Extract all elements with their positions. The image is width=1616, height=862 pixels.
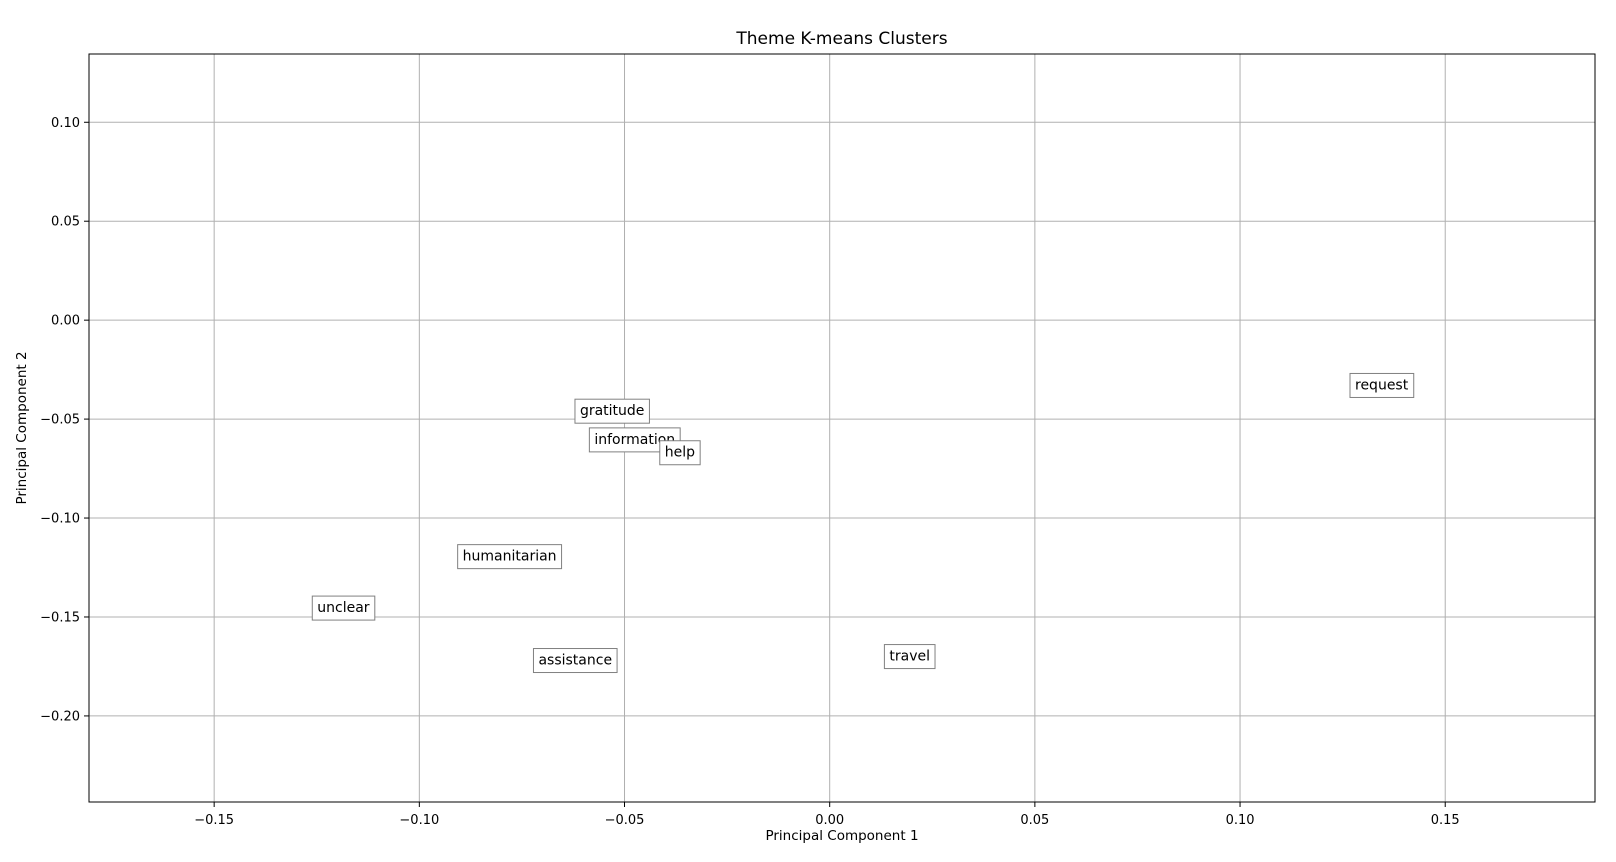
y-tick-label: −0.05 [40,413,80,428]
x-tick-label: −0.10 [399,813,439,828]
x-tick-label: −0.05 [605,813,645,828]
point-unclear: unclear [311,595,376,621]
point-label-box [659,440,701,466]
plot-area-frame [88,53,1596,803]
y-tick-label: 0.05 [51,215,80,230]
point-gratitude: gratitude [574,398,650,424]
grid-lines [89,54,1595,802]
x-tick-label: 0.00 [815,813,844,828]
x-axis-label: Principal Component 1 [765,828,918,844]
point-label: assistance [538,653,612,669]
point-label-box [1349,372,1415,398]
point-label: unclear [317,600,370,616]
point-label: gratitude [580,403,644,419]
point-label-box [574,398,650,424]
point-request: request [1349,372,1415,398]
x-tick-label: 0.05 [1020,813,1049,828]
point-label: help [665,445,695,461]
y-tick-label: −0.10 [40,512,80,527]
x-tick-label: −0.15 [194,813,234,828]
y-tick-label: −0.15 [40,610,80,625]
point-label-box [311,595,376,621]
axis-ticks: −0.15 −0.10 −0.05 0.00 0.05 0.10 0.15 0.10 0.05 0… [40,116,1460,828]
point-humanitarian: humanitarian [457,544,563,570]
y-tick-label: 0.00 [51,314,80,329]
point-label: humanitarian [463,549,557,565]
y-tick-label: 0.10 [51,116,80,131]
point-label: request [1355,377,1409,393]
point-help: help [659,440,701,466]
y-tick-label: −0.20 [40,709,80,724]
chart-title: Theme K-means Clusters [735,29,947,49]
point-label: information [594,432,675,448]
point-label-box [532,648,618,674]
x-tick-label: 0.10 [1226,813,1255,828]
point-assistance: assistance [532,648,618,674]
point-label-box [457,544,563,570]
y-axis-label: Principal Component 2 [14,351,30,504]
point-travel: travel [883,644,936,670]
x-tick-label: 0.15 [1431,813,1460,828]
point-label: travel [889,649,930,665]
point-label-box [883,644,936,670]
